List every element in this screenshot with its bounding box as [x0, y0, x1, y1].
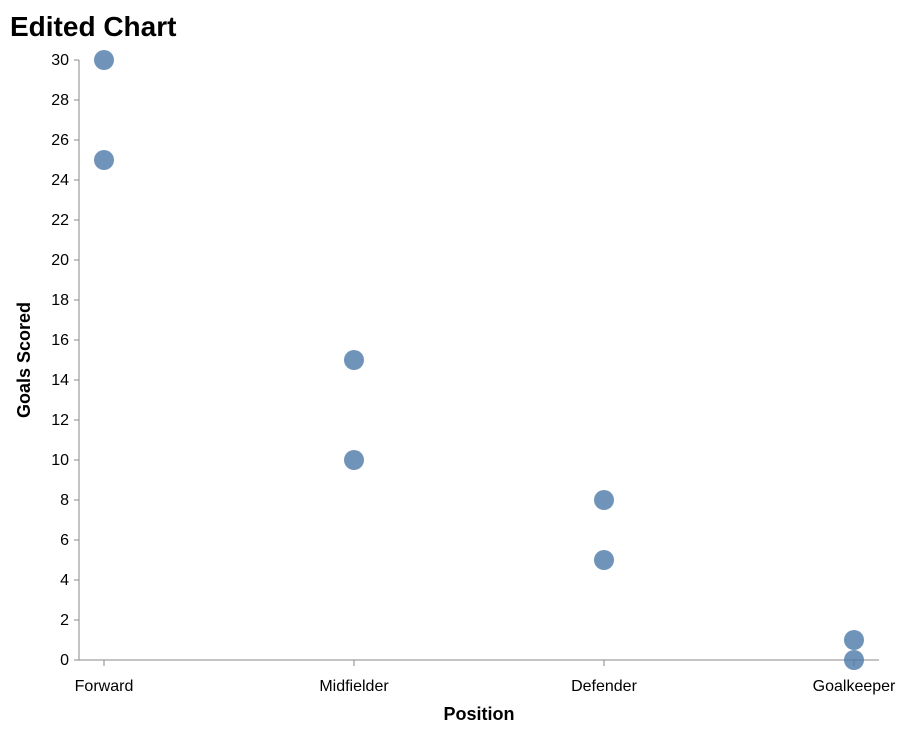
- y-tick-label: 24: [51, 172, 69, 189]
- x-axis-title: Position: [444, 704, 515, 724]
- y-tick-label: 0: [60, 652, 69, 669]
- y-tick-label: 16: [51, 332, 69, 349]
- y-tick-label: 14: [51, 372, 69, 389]
- y-tick-label: 22: [51, 212, 69, 229]
- y-tick-label: 8: [60, 492, 69, 509]
- y-tick-label: 20: [51, 252, 69, 269]
- y-tick-label: 12: [51, 412, 69, 429]
- data-point: [844, 630, 864, 650]
- data-point: [94, 50, 114, 70]
- x-axis: Forward Midfielder Defender Goalkeeper: [75, 659, 896, 695]
- x-tick-label: Defender: [571, 678, 637, 695]
- data-point: [594, 490, 614, 510]
- chart-title: Edited Chart: [10, 11, 176, 42]
- y-tick-label: 4: [60, 572, 69, 589]
- x-tick-label: Forward: [75, 678, 134, 695]
- y-axis-title: Goals Scored: [14, 302, 34, 418]
- data-point: [344, 350, 364, 370]
- data-point: [594, 550, 614, 570]
- y-tick-label: 6: [60, 532, 69, 549]
- data-point: [344, 450, 364, 470]
- y-tick-label: 26: [51, 132, 69, 149]
- x-tick-label: Goalkeeper: [813, 678, 896, 695]
- y-tick-label: 2: [60, 612, 69, 629]
- y-tick-label: 18: [51, 292, 69, 309]
- data-points: [94, 50, 864, 670]
- data-point: [844, 650, 864, 670]
- y-tick-label: 30: [51, 52, 69, 69]
- y-tick-label: 28: [51, 92, 69, 109]
- x-tick-label: Midfielder: [319, 678, 389, 695]
- y-tick-label: 10: [51, 452, 69, 469]
- data-point: [94, 150, 114, 170]
